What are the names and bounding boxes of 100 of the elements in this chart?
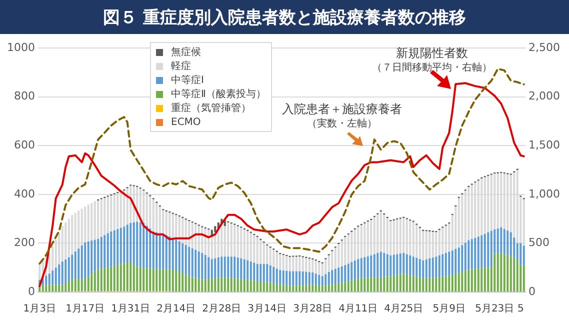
- bar: [45, 276, 48, 286]
- bar: [97, 269, 100, 292]
- bar: [126, 262, 128, 292]
- bar: [490, 230, 492, 268]
- bar: [338, 283, 340, 292]
- bar: [402, 274, 405, 292]
- x-tick-label: 3月28日: [293, 304, 332, 315]
- bar: [68, 257, 70, 282]
- bar: [503, 254, 506, 292]
- bar: [328, 285, 330, 292]
- x-tick-label: 1月31日: [111, 304, 150, 315]
- bar: [250, 280, 252, 292]
- bar: [139, 267, 142, 292]
- legend-label: 重症（気管挿管）: [171, 102, 251, 115]
- bar: [458, 273, 460, 292]
- bar: [146, 226, 148, 268]
- bar: [312, 260, 314, 272]
- bar: [214, 278, 216, 292]
- bar: [503, 229, 506, 254]
- bar: [158, 233, 161, 270]
- bar: [198, 251, 200, 279]
- bar: [380, 252, 382, 278]
- bar: [510, 256, 512, 292]
- bar: [484, 268, 486, 292]
- bar: [298, 271, 301, 286]
- bar: [208, 257, 210, 280]
- bar: [409, 275, 412, 292]
- bar: [220, 277, 223, 292]
- bar: [168, 236, 171, 270]
- y-tick-label: 600: [14, 138, 35, 152]
- bar: [97, 200, 100, 239]
- legend-label: ECMO: [171, 116, 201, 128]
- bar: [448, 276, 450, 292]
- bar: [438, 255, 440, 278]
- bar: [168, 269, 171, 292]
- y2-tick-label: 1,500: [528, 138, 560, 152]
- bar: [464, 242, 466, 271]
- bar: [399, 274, 402, 292]
- bar: [376, 252, 379, 278]
- bar: [87, 241, 90, 277]
- bar: [366, 278, 369, 292]
- bar: [104, 235, 106, 268]
- bar: [328, 255, 330, 272]
- bar: [168, 212, 171, 236]
- bar: [139, 222, 142, 268]
- bar: [142, 268, 145, 292]
- bar: [45, 285, 48, 292]
- bar: [422, 278, 424, 292]
- bar: [84, 206, 86, 242]
- x-tick-label: 1月3日: [23, 304, 56, 315]
- bar: [480, 268, 483, 292]
- bar: [364, 257, 366, 278]
- bar: [448, 252, 450, 276]
- bar: [126, 224, 128, 262]
- bar: [158, 206, 161, 234]
- bar: [468, 240, 470, 270]
- bar: [318, 285, 320, 292]
- bar: [123, 226, 126, 264]
- bar: [305, 258, 308, 272]
- bar: [298, 256, 301, 272]
- bar: [308, 258, 310, 272]
- bar: [240, 279, 242, 292]
- bar: [61, 262, 64, 285]
- bar: [201, 252, 204, 280]
- x-tick-label: 5月9日: [432, 304, 466, 315]
- bar: [516, 259, 518, 292]
- annotation: （実数・左軸）: [307, 118, 377, 130]
- bar: [104, 268, 106, 292]
- bar: [217, 278, 220, 292]
- bar: [48, 274, 50, 285]
- bar: [94, 272, 96, 292]
- bar: [406, 254, 408, 274]
- bar: [116, 264, 119, 292]
- x-tick-label: 2月14日: [156, 304, 196, 315]
- bar: [432, 278, 434, 292]
- bar: [425, 259, 428, 278]
- bar: [354, 260, 356, 280]
- bar: [428, 258, 431, 278]
- bar: [146, 268, 148, 292]
- bar: [113, 230, 116, 266]
- bar: [276, 252, 278, 269]
- bar: [246, 280, 249, 292]
- bar: [234, 278, 236, 292]
- bar: [500, 252, 502, 292]
- bar: [286, 285, 288, 292]
- bar: [64, 282, 67, 292]
- bar: [214, 258, 216, 278]
- bar: [324, 285, 327, 292]
- bar: [347, 281, 350, 292]
- bar: [80, 245, 83, 280]
- bar: [136, 266, 138, 292]
- y2-tick-label: 1,000: [528, 187, 560, 200]
- bar: [422, 260, 424, 279]
- bar: [487, 268, 490, 292]
- bar: [236, 278, 239, 292]
- bar: [172, 270, 174, 292]
- bar: [470, 239, 473, 270]
- bar: [370, 277, 372, 292]
- annotation: （７日間移動平均・右軸）: [372, 62, 492, 74]
- bar: [204, 254, 206, 280]
